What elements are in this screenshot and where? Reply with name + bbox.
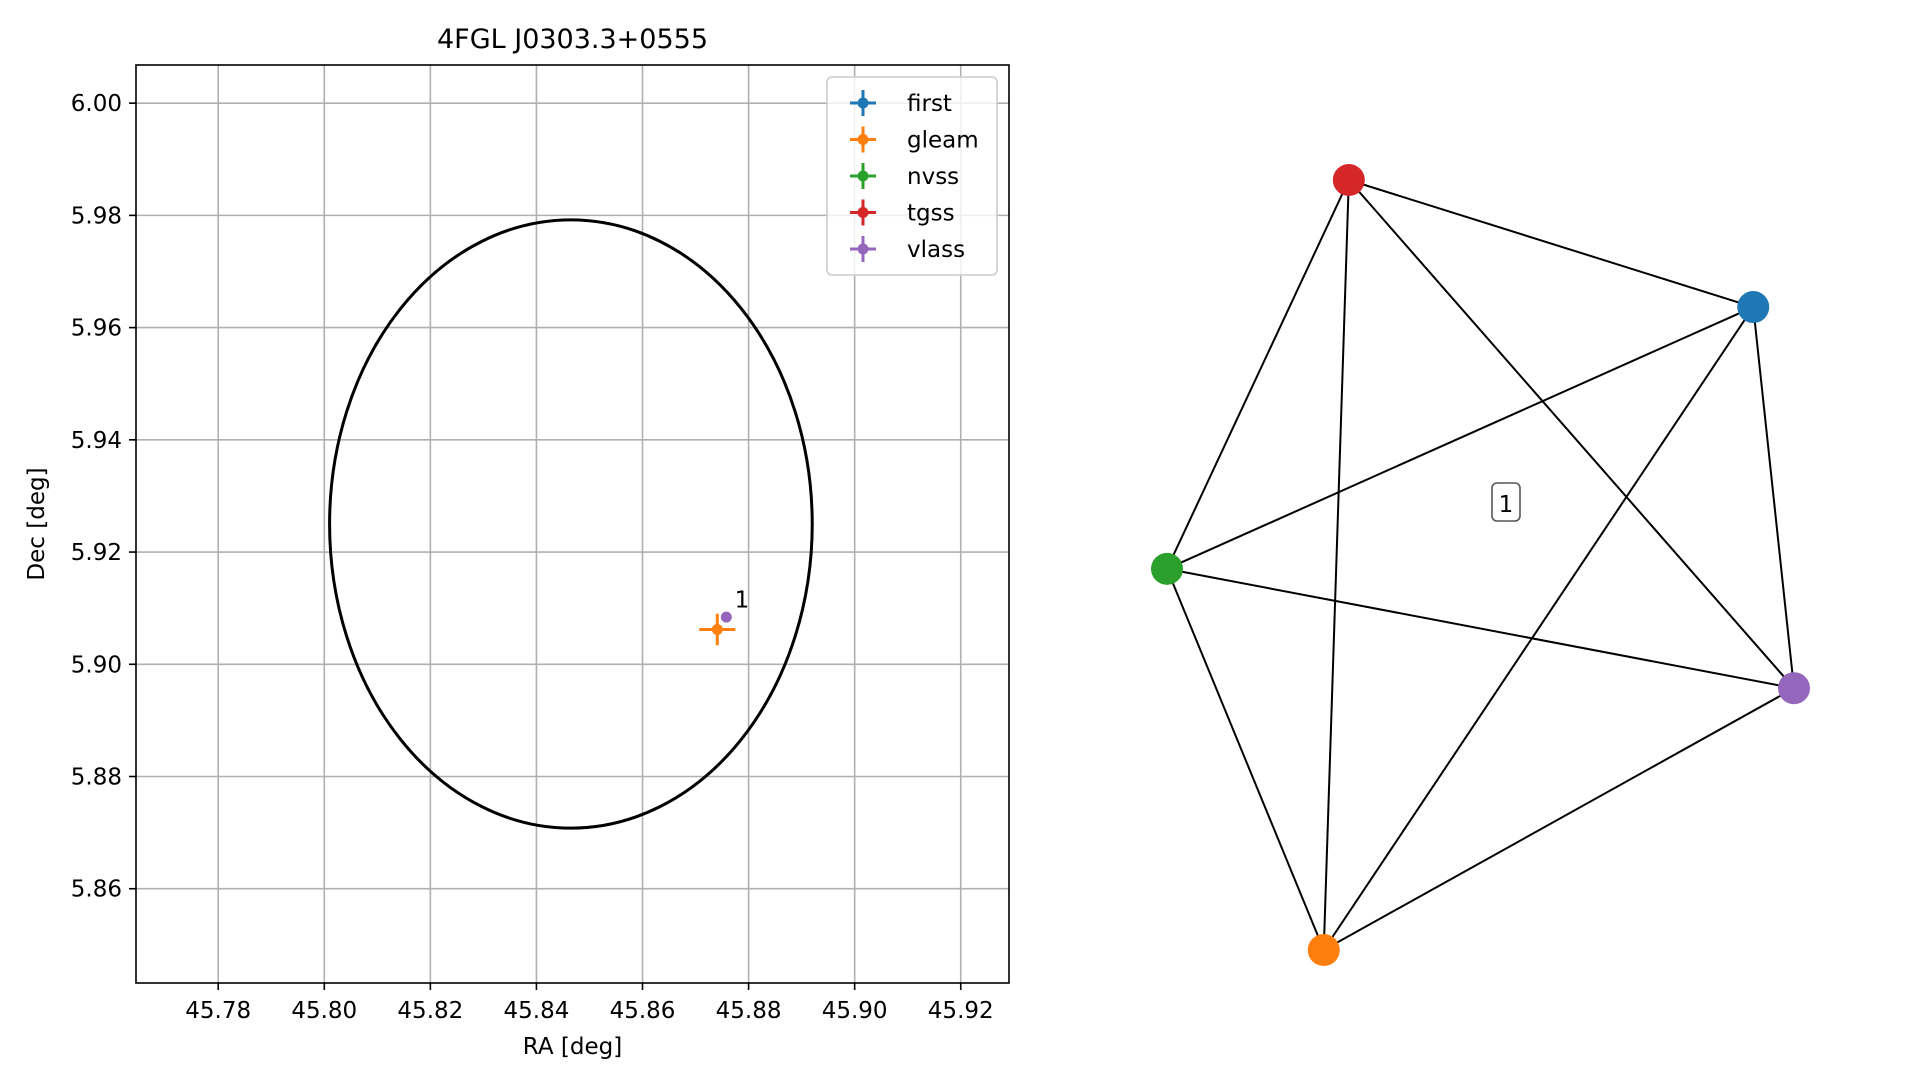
x-tick-label: 45.82 [397, 998, 463, 1024]
axes-frame [135, 64, 1010, 984]
y-tick-label: 5.94 [71, 428, 122, 454]
legend-frame [826, 76, 998, 276]
network-node-gleam [1307, 934, 1340, 966]
x-tick-label: 45.88 [716, 998, 782, 1024]
network-edge [1323, 687, 1795, 951]
network-node-vlass [1778, 672, 1810, 705]
network-edge [1166, 179, 1350, 570]
legend-marker-dot-vlass [857, 243, 869, 255]
legend-label-gleam: gleam [907, 128, 979, 154]
y-tick-label: 5.96 [71, 316, 122, 342]
error-ellipse [328, 218, 814, 830]
legend-marker-dot-gleam [857, 134, 869, 145]
network-edge [1348, 179, 1795, 689]
grid-lines [136, 65, 1009, 983]
network-edge [1752, 306, 1795, 689]
network-edge [1166, 306, 1754, 570]
network-edge [1166, 568, 1325, 951]
legend-marker-dot-tgss [857, 207, 869, 218]
data-marks: 1 [699, 587, 750, 646]
network-label-box: 1 [1491, 482, 1521, 522]
legend-label-vlass: vlass [907, 237, 965, 263]
x-tick-label: 45.86 [610, 998, 676, 1024]
network-node-first [1737, 291, 1770, 324]
y-axis-label: Dec [deg] [24, 467, 50, 580]
legend-label-tgss: tgss [907, 201, 955, 227]
ellipse-layer [328, 218, 814, 830]
network-nodes [1151, 164, 1810, 966]
legend-marker-dot-first [857, 97, 869, 109]
x-tick-label: 45.84 [504, 998, 570, 1024]
y-axis-ticks: 5.86 5.88 5.90 5.92 5.94 5.96 5.98 6.00 [71, 91, 136, 903]
legend: first gleam nvss tgss vlass [826, 76, 998, 276]
network-edge [1322, 179, 1350, 951]
y-tick-label: 6.00 [71, 91, 122, 117]
y-tick-label: 5.92 [71, 540, 122, 566]
chart-title: 4FGL J0303.3+0555 [437, 24, 708, 55]
gleam-point [711, 623, 723, 635]
x-tick-label: 45.78 [185, 998, 251, 1024]
network-edge [1322, 306, 1755, 951]
y-tick-label: 5.88 [71, 765, 122, 791]
legend-marker-dot-nvss [857, 170, 869, 182]
network-node-nvss [1151, 552, 1183, 585]
y-tick-label: 5.86 [71, 877, 122, 903]
network-panel: 1 [1151, 164, 1810, 966]
legend-label-first: first [907, 91, 952, 117]
network-node-tgss [1332, 164, 1365, 196]
network-edge [1166, 567, 1795, 690]
vlass-point [720, 611, 732, 623]
x-tick-label: 45.90 [822, 998, 888, 1024]
x-axis-label: RA [deg] [523, 1034, 622, 1060]
y-tick-label: 5.98 [71, 203, 122, 229]
y-tick-label: 5.90 [71, 652, 122, 678]
network-label-frame [1491, 482, 1521, 522]
network-edge [1348, 179, 1754, 309]
network-label: 1 [1499, 492, 1514, 518]
point-annotation: 1 [735, 587, 750, 613]
scatter-panel: 1 45.78 45.80 45.82 45.84 45.86 45.88 45.90 45.… [24, 24, 1010, 1060]
x-tick-label: 45.80 [291, 998, 357, 1024]
legend-label-nvss: nvss [907, 164, 959, 190]
x-axis-ticks: 45.78 45.80 45.82 45.84 45.86 45.88 45.90 45.92 [185, 983, 994, 1024]
x-tick-label: 45.92 [928, 998, 994, 1024]
network-edges [1166, 179, 1795, 951]
